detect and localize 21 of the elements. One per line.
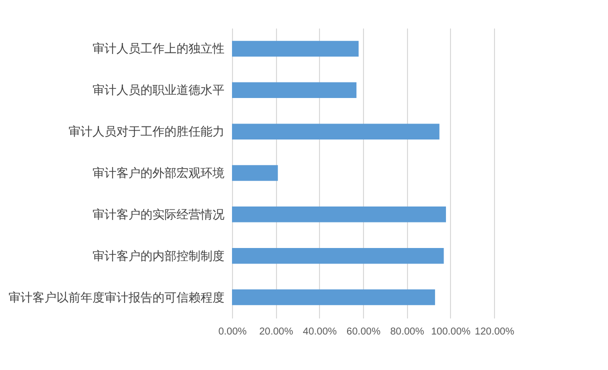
x-tick-label: 60.00% — [346, 326, 381, 338]
y-tick-label: 审计客户的内部控制制度 — [92, 248, 224, 263]
x-tick-label: 80.00% — [390, 326, 424, 338]
bar — [232, 248, 444, 264]
y-tick-label: 审计人员工作上的独立性 — [92, 42, 224, 56]
y-tick-label: 审计人员对于工作的胜任能力 — [68, 124, 224, 139]
bar — [232, 82, 356, 98]
bar — [232, 124, 440, 140]
x-tick-label: 120.00% — [474, 326, 514, 338]
y-tick-label: 审计客户的外部宏观环境 — [92, 166, 224, 180]
y-tick-label: 审计人员的职业道德水平 — [92, 83, 224, 98]
y-tick-label: 审计客户的实际经营情况 — [92, 207, 224, 222]
x-tick-label: 20.00% — [259, 326, 294, 338]
y-tick-label: 审计客户以前年度审计报告的可信赖程度 — [8, 290, 224, 304]
bar — [232, 289, 436, 306]
bar — [232, 206, 446, 222]
x-tick-label: 100.00% — [431, 326, 471, 338]
x-tick-label: 0.00% — [218, 326, 247, 338]
bar — [232, 40, 359, 57]
x-tick-label: 40.00% — [302, 326, 337, 338]
bar — [232, 165, 278, 181]
